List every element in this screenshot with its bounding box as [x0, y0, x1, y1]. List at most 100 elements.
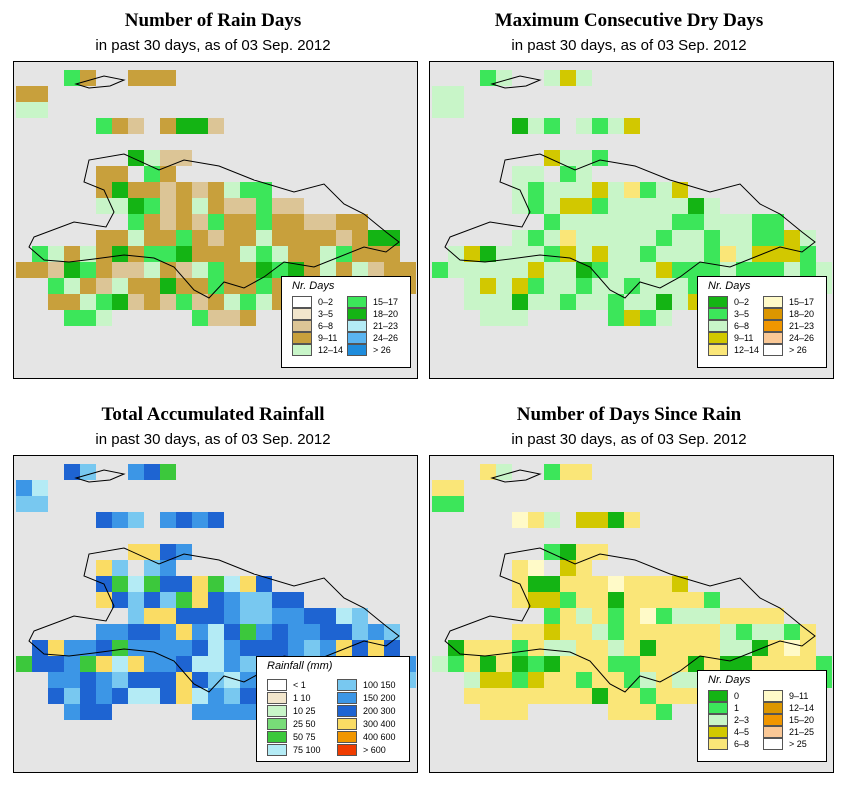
grid-cell	[784, 230, 800, 246]
grid-cell	[672, 230, 688, 246]
legend-swatch	[708, 344, 728, 356]
grid-cell	[576, 118, 592, 134]
grid-cell	[720, 624, 736, 640]
grid-cell	[528, 560, 544, 576]
grid-cell	[336, 624, 352, 640]
grid-cell	[528, 294, 544, 310]
grid-cell	[160, 512, 176, 528]
grid-cell	[192, 624, 208, 640]
legend-label: 6–8	[734, 321, 750, 331]
grid-cell	[512, 166, 528, 182]
grid-cell	[688, 640, 704, 656]
grid-cell	[608, 576, 624, 592]
grid-cell	[112, 182, 128, 198]
grid-cell	[528, 198, 544, 214]
legend-label: 0	[734, 691, 740, 701]
grid-cell	[816, 656, 832, 672]
grid-cell	[608, 198, 624, 214]
grid-cell	[544, 262, 560, 278]
grid-cell	[496, 310, 512, 326]
grid-cell	[480, 262, 496, 278]
grid-cell	[384, 262, 400, 278]
grid-cell	[576, 544, 592, 560]
grid-cell	[112, 512, 128, 528]
panel-subtitle: in past 30 days, as of 03 Sep. 2012	[95, 431, 331, 448]
grid-cell	[496, 640, 512, 656]
grid-cell	[112, 672, 128, 688]
grid-cell	[560, 672, 576, 688]
grid-cell	[672, 246, 688, 262]
grid-cell	[320, 624, 336, 640]
grid-cell	[672, 182, 688, 198]
grid-cell	[96, 166, 112, 182]
grid-cell	[464, 262, 480, 278]
grid-cell	[480, 672, 496, 688]
grid-cell	[608, 672, 624, 688]
grid-cell	[320, 246, 336, 262]
grid-cell	[640, 294, 656, 310]
legend-label: 24–26	[789, 333, 815, 343]
grid-cell	[112, 688, 128, 704]
grid-cell	[272, 608, 288, 624]
legend-label: 1 10	[293, 693, 311, 703]
grid-cell	[672, 592, 688, 608]
grid-cell	[656, 310, 672, 326]
grid-cell	[80, 640, 96, 656]
grid-cell	[368, 262, 384, 278]
grid-cell	[512, 656, 528, 672]
grid-cell	[192, 310, 208, 326]
legend-label: 50 75	[293, 732, 316, 742]
grid-cell	[160, 198, 176, 214]
grid-cell	[128, 70, 144, 86]
grid-cell	[384, 246, 400, 262]
grid-cell	[592, 640, 608, 656]
grid-cell	[80, 262, 96, 278]
grid-cell	[704, 656, 720, 672]
grid-cell	[512, 688, 528, 704]
legend-swatch	[267, 692, 287, 704]
grid-cell	[720, 230, 736, 246]
grid-cell	[592, 278, 608, 294]
legend-label: < 1	[293, 680, 306, 690]
grid-cell	[192, 182, 208, 198]
grid-cell	[176, 182, 192, 198]
grid-cell	[128, 294, 144, 310]
grid-cell	[768, 656, 784, 672]
grid-cell	[608, 310, 624, 326]
grid-cell	[656, 198, 672, 214]
grid-cell	[224, 576, 240, 592]
grid-cell	[608, 294, 624, 310]
grid-cell	[256, 294, 272, 310]
grid-cell	[320, 214, 336, 230]
grid-cell	[464, 294, 480, 310]
grid-cell	[16, 496, 32, 512]
rain-days-panel: Number of Rain Days in past 30 days, as …	[0, 0, 426, 396]
grid-cell	[144, 246, 160, 262]
grid-cell	[208, 624, 224, 640]
grid-cell	[608, 118, 624, 134]
grid-cell	[656, 624, 672, 640]
grid-cell	[304, 624, 320, 640]
grid-cell	[240, 262, 256, 278]
grid-cell	[576, 230, 592, 246]
grid-cell	[64, 70, 80, 86]
grid-cell	[224, 310, 240, 326]
grid-cell	[352, 214, 368, 230]
panel-title: Number of Rain Days	[124, 10, 302, 31]
grid-cell	[512, 512, 528, 528]
islet-outline	[490, 75, 542, 89]
grid-cell	[192, 278, 208, 294]
legend-swatch	[292, 308, 312, 320]
grid-cell	[672, 624, 688, 640]
grid-cell	[368, 640, 384, 656]
grid-cell	[128, 672, 144, 688]
legend-label: 21–23	[789, 321, 815, 331]
grid-cell	[624, 198, 640, 214]
grid-cell	[624, 704, 640, 720]
grid-cell	[112, 278, 128, 294]
island-outline	[28, 547, 400, 693]
grid-cell	[656, 704, 672, 720]
grid-cell	[672, 278, 688, 294]
grid-cell	[112, 262, 128, 278]
grid-cell	[96, 672, 112, 688]
